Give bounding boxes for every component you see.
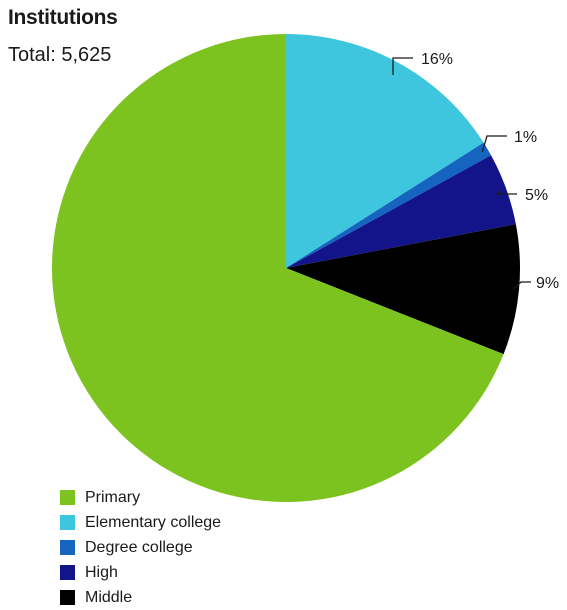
data-label-high: 5% — [525, 187, 548, 204]
legend-swatch-middle — [60, 590, 75, 605]
leader-line-middle — [512, 281, 531, 290]
legend-item-high: High — [60, 560, 221, 585]
legend-item-degree-college: Degree college — [60, 535, 221, 560]
leader-line-high — [495, 190, 517, 195]
legend-label-degree-college: Degree college — [85, 538, 193, 556]
legend-label-primary: Primary — [85, 488, 141, 506]
pie-slice-middle — [286, 224, 520, 355]
chart-subtitle: Total: 5,625 — [8, 44, 112, 66]
pie-slice-degree-college — [286, 142, 492, 268]
legend-item-primary: Primary — [60, 485, 221, 510]
legend-label-high: High — [85, 563, 118, 581]
legend-swatch-high — [60, 565, 75, 580]
data-label-middle: 9% — [536, 275, 559, 292]
chart-legend: Primary Elementary college Degree colleg… — [60, 485, 221, 610]
leader-line-elementary-college — [392, 57, 413, 75]
data-label-degree-college: 1% — [514, 129, 537, 146]
legend-swatch-elementary-college — [60, 515, 75, 530]
legend-label-elementary-college: Elementary college — [85, 513, 222, 531]
pie-slice-high — [286, 155, 516, 268]
legend-label-middle: Middle — [85, 588, 133, 606]
data-label-elementary-college: 16% — [421, 51, 453, 68]
pie-slice-primary — [52, 34, 504, 503]
legend-item-elementary-college: Elementary college — [60, 510, 221, 535]
legend-item-middle: Middle — [60, 585, 221, 610]
chart-title: Institutions — [8, 6, 118, 29]
leader-line-degree-college — [481, 135, 507, 153]
pie-slice-elementary-college — [286, 34, 484, 268]
legend-swatch-primary — [60, 490, 75, 505]
legend-swatch-degree-college — [60, 540, 75, 555]
